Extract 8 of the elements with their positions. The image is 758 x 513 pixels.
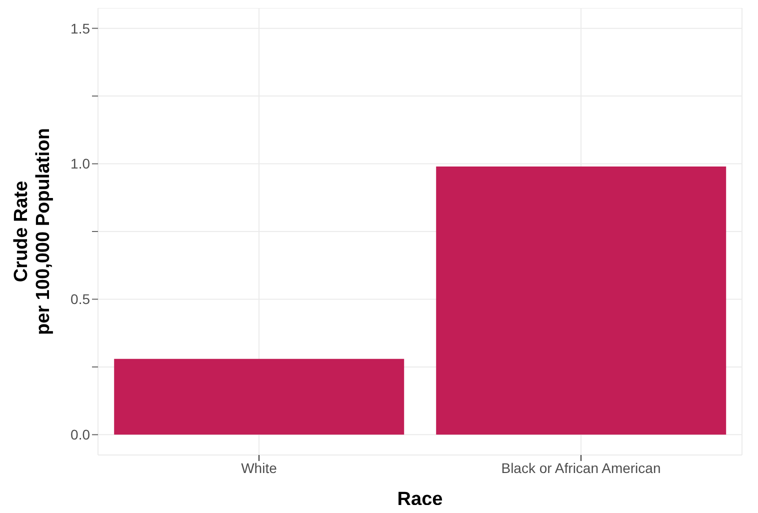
y-tick-label: 0.5 (70, 291, 90, 308)
y-axis-title: Crude Rate per 100,000 Population (11, 128, 54, 335)
y-tick-label: 1.0 (70, 156, 90, 172)
x-axis-title: Race (397, 489, 443, 510)
y-tick-label: 0.0 (70, 426, 90, 443)
x-tick-label: Black or African American (501, 460, 661, 476)
y-tick-label: 1.5 (70, 20, 90, 36)
x-tick-label: White (241, 460, 278, 476)
